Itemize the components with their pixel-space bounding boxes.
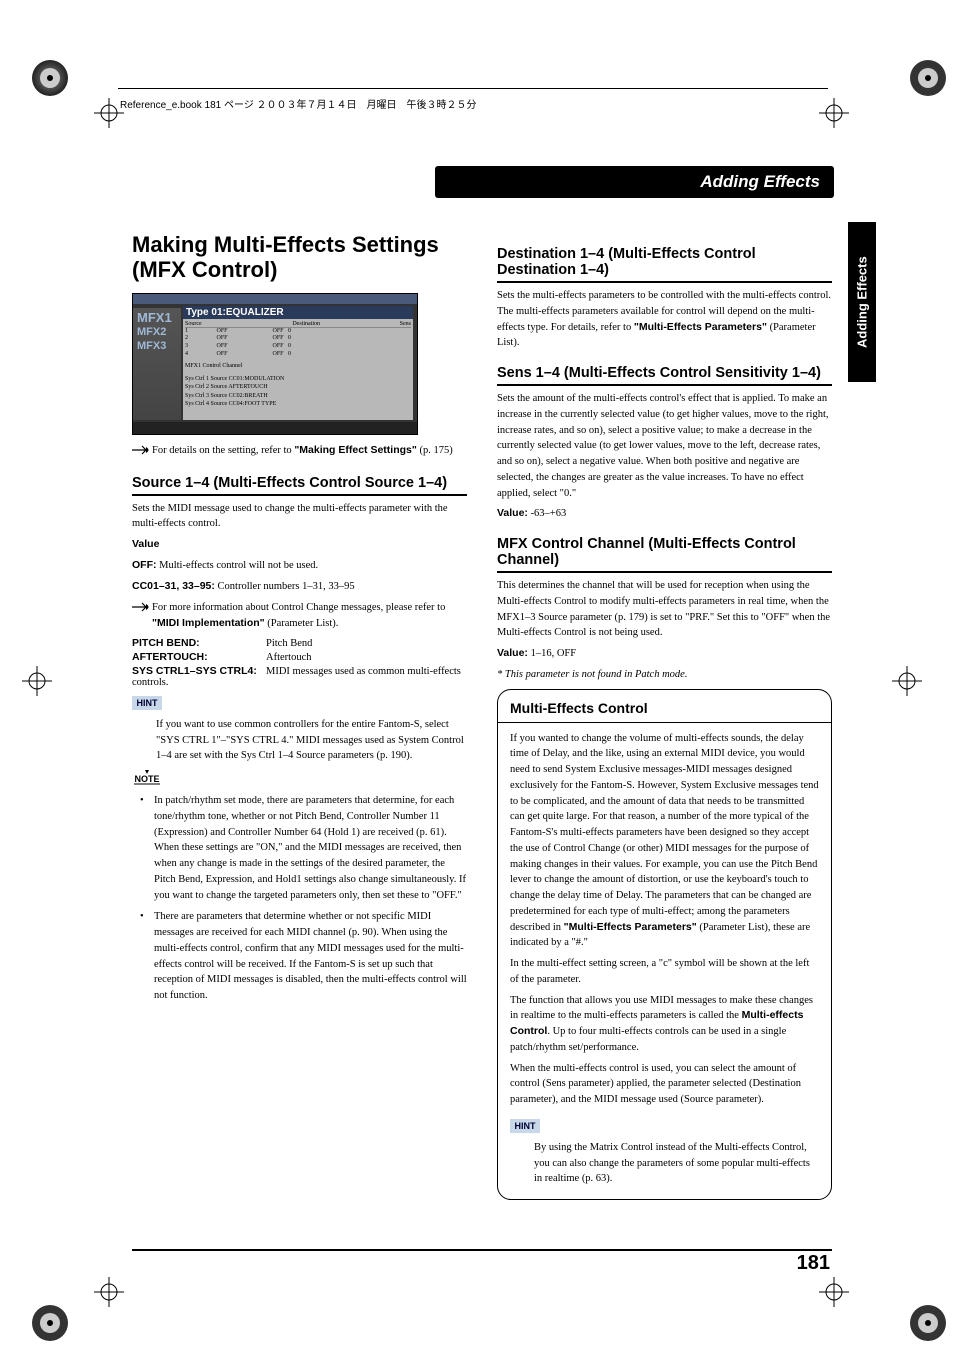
type-label: Type: [186, 307, 209, 318]
chapter-header: Adding Effects: [435, 166, 834, 198]
cc-row: CC01–31, 33–95: Controller numbers 1–31,…: [132, 579, 467, 595]
source-heading: Source 1–4 (Multi-Effects Control Source…: [132, 475, 467, 496]
registration-mark-icon: [908, 58, 948, 98]
pointer-text: For more information about Control Chang…: [152, 600, 467, 630]
pointer-icon: [132, 600, 152, 618]
chapter-title: Adding Effects: [700, 172, 820, 192]
crosshair-icon: [892, 666, 922, 696]
mfx3-label: MFX3: [137, 340, 166, 352]
sys-line: Sys Ctrl 2 Source AFTERTOUCH: [185, 383, 411, 391]
sysctrl-row: SYS CTRL1–SYS CTRL4:MIDI messages used a…: [132, 665, 467, 688]
note-bullet: In patch/rhythm set mode, there are para…: [144, 793, 467, 903]
value-label: Value: [132, 537, 467, 553]
pointer-text: For details on the setting, refer to "Ma…: [152, 443, 467, 458]
section-title: Making Multi-Effects Settings (MFX Contr…: [132, 232, 467, 283]
sys-line: Sys Ctrl 3 Source CC02:BREATH: [185, 392, 411, 400]
star-note: * This parameter is not found in Patch m…: [497, 667, 832, 683]
off-row: OFF: Multi-effects control will not be u…: [132, 558, 467, 574]
header-text: Reference_e.book 181 ページ ２００３年７月１４日 月曜日 …: [120, 96, 477, 111]
svg-text:HINT: HINT: [515, 1121, 536, 1131]
multi-effects-control-box: Multi-Effects Control If you wanted to c…: [497, 689, 832, 1201]
footer-rule: [132, 1249, 832, 1251]
crosshair-icon: [22, 666, 52, 696]
sens-value: Value: -63–+63: [497, 506, 832, 522]
note-icon: NOTE: [132, 770, 162, 791]
note-bullet: There are parameters that determine whet…: [144, 909, 467, 1004]
registration-mark-icon: [908, 1303, 948, 1343]
sens-paragraph: Sets the amount of the multi-effects con…: [497, 391, 832, 501]
type-value: 01:EQUALIZER: [211, 307, 283, 318]
col-dest: Destination: [292, 321, 399, 327]
svg-text:NOTE: NOTE: [134, 774, 159, 784]
sens-heading: Sens 1–4 (Multi-Effects Control Sensitiv…: [497, 365, 832, 386]
hint-icon: HINT: [510, 1119, 540, 1138]
hint-icon: HINT: [132, 696, 162, 715]
crosshair-icon: [94, 1277, 124, 1307]
destination-heading: Destination 1–4 (Multi-Effects Control D…: [497, 246, 832, 283]
source-paragraph: Sets the MIDI message used to change the…: [132, 501, 467, 533]
page-number: 181: [797, 1252, 830, 1275]
destination-paragraph: Sets the multi-effects parameters to be …: [497, 288, 832, 351]
box-paragraph: In the multi-effect setting screen, a "c…: [510, 956, 819, 988]
mfx1-label: MFX1: [137, 310, 172, 325]
mfx2-label: MFX2: [137, 326, 166, 338]
channel-heading: MFX Control Channel (Multi-Effects Contr…: [497, 536, 832, 573]
section-side-tab: Adding Effects: [848, 222, 876, 382]
chan-label: MFX1 Control Channel: [185, 363, 411, 369]
pointer-icon: [132, 443, 152, 461]
box-paragraph: If you wanted to change the volume of mu…: [510, 731, 819, 952]
svg-text:HINT: HINT: [137, 698, 158, 708]
pitchbend-row: PITCH BEND:Pitch Bend: [132, 637, 467, 649]
sys-line: Sys Ctrl 4 Source CC04:FOOT TYPE: [185, 400, 411, 408]
crosshair-icon: [819, 1277, 849, 1307]
channel-value: Value: 1–16, OFF: [497, 646, 832, 662]
crosshair-icon: [819, 98, 849, 128]
col-source: Source: [185, 321, 292, 327]
channel-paragraph: This determines the channel that will be…: [497, 578, 832, 641]
aftertouch-row: AFTERTOUCH:Aftertouch: [132, 651, 467, 663]
box-paragraph: The function that allows you use MIDI me…: [510, 993, 819, 1056]
sys-line: Sys Ctrl 1 Source CC01:MODULATION: [185, 375, 411, 383]
box-hint-text: By using the Matrix Control instead of t…: [534, 1140, 819, 1187]
header-rule: [118, 88, 828, 89]
registration-mark-icon: [30, 1303, 70, 1343]
col-sens: Sens: [400, 321, 411, 327]
hint-text: If you want to use common controllers fo…: [156, 717, 467, 764]
mfx-control-screenshot: MFX1 MFX2 MFX3 Type 01:EQUALIZER SourceD…: [132, 293, 418, 435]
registration-mark-icon: [30, 58, 70, 98]
box-paragraph: When the multi-effects control is used, …: [510, 1061, 819, 1108]
box-title: Multi-Effects Control: [510, 700, 819, 716]
